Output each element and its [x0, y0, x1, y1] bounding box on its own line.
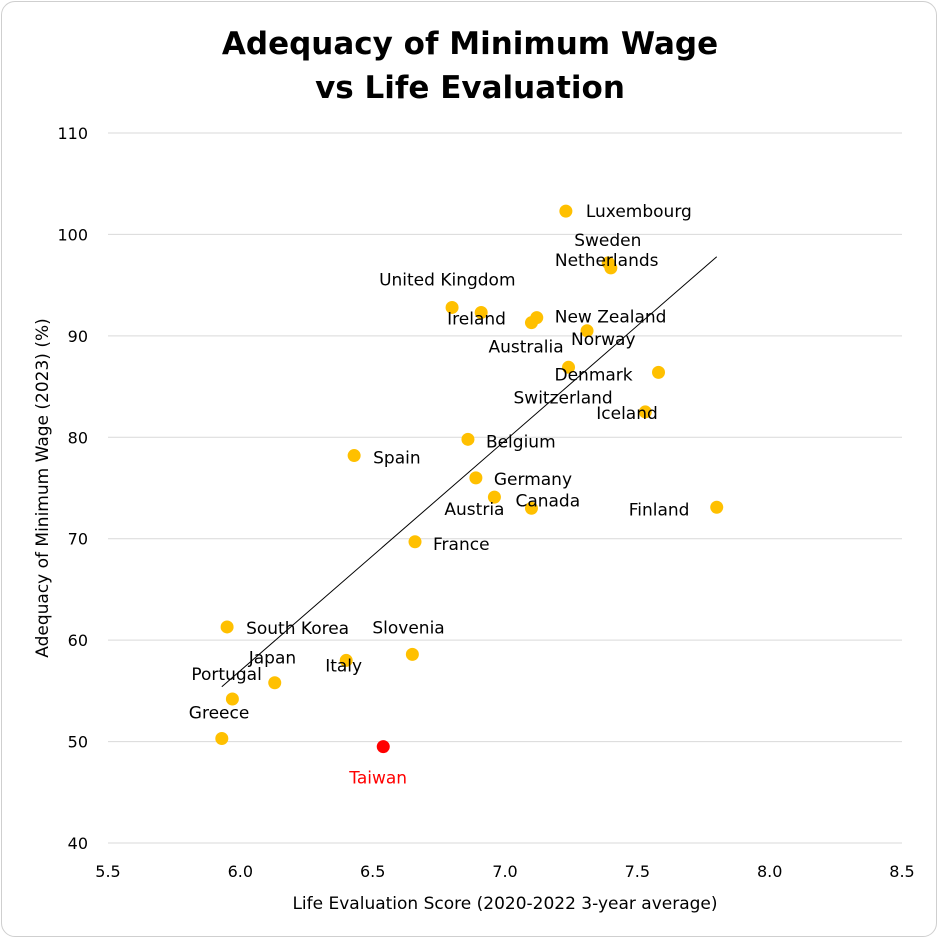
- data-label-slovenia: Slovenia: [372, 618, 444, 638]
- data-point-austria: [487, 490, 501, 504]
- data-label-australia: Australia: [488, 338, 563, 358]
- y-tick-label: 110: [57, 124, 88, 143]
- y-tick-label: 40: [68, 834, 88, 853]
- y-tick-label: 50: [68, 733, 88, 752]
- data-point-denmark: [652, 365, 666, 379]
- x-tick-label: 8.5: [889, 862, 914, 881]
- y-axis-label: Adequacy of Minimum Wage (2023) (%): [33, 318, 53, 658]
- y-tick-label: 90: [68, 327, 88, 346]
- data-point-spain: [347, 449, 361, 463]
- data-label-norway: Norway: [571, 330, 636, 350]
- data-point-luxembourg: [559, 204, 573, 218]
- data-point-greece: [215, 732, 229, 746]
- data-point-south-korea: [220, 620, 234, 634]
- chart-title-line-2: vs Life Evaluation: [315, 70, 625, 106]
- data-point-iceland: [638, 405, 652, 419]
- data-point-portugal: [225, 692, 239, 706]
- data-point-germany: [469, 471, 483, 485]
- data-point-norway: [580, 324, 594, 338]
- data-label-belgium: Belgium: [486, 432, 556, 452]
- data-label-luxembourg: Luxembourg: [586, 202, 692, 222]
- x-axis-ticks: 5.5 6.0 6.5 7.0 7.5 8.0 8.5: [95, 862, 914, 881]
- chart-title: Adequacy of Minimum Wage vs Life Evaluat…: [0, 22, 940, 110]
- x-tick-label: 7.5: [625, 862, 650, 881]
- data-label-spain: Spain: [373, 449, 421, 469]
- data-label-netherlands: Netherlands: [555, 251, 659, 271]
- data-label-finland: Finland: [629, 500, 690, 520]
- data-point-united-kingdom: [445, 300, 459, 314]
- data-point-belgium: [461, 432, 475, 446]
- data-point-australia: [524, 316, 538, 330]
- data-label-taiwan: Taiwan: [348, 769, 407, 789]
- x-tick-label: 5.5: [95, 862, 120, 881]
- data-label-denmark: Denmark: [555, 365, 633, 385]
- x-tick-label: 7.0: [492, 862, 517, 881]
- x-axis-label: Life Evaluation Score (2020-2022 3-year …: [292, 894, 717, 914]
- data-points: [215, 204, 724, 754]
- data-label-portugal: Portugal: [191, 665, 261, 685]
- data-point-taiwan: [376, 740, 390, 754]
- data-point-italy: [339, 653, 353, 667]
- data-label-iceland: Iceland: [596, 404, 658, 424]
- data-point-slovenia: [405, 647, 419, 661]
- trendline-layer: [221, 256, 718, 688]
- y-tick-label: 70: [68, 530, 88, 549]
- data-point-finland: [710, 500, 724, 514]
- data-label-ireland: Ireland: [447, 310, 506, 330]
- data-label-canada: Canada: [515, 491, 580, 511]
- data-label-united-kingdom: United Kingdom: [379, 270, 515, 290]
- data-point-france: [408, 535, 422, 549]
- y-axis-ticks: 40 50 60 70 80 90 100 110: [57, 124, 88, 853]
- data-label-austria: Austria: [444, 500, 504, 520]
- data-label-switzerland: Switzerland: [514, 388, 613, 408]
- data-label-germany: Germany: [494, 470, 572, 490]
- y-tick-label: 60: [68, 631, 88, 650]
- data-label-greece: Greece: [189, 704, 250, 724]
- y-tick-label: 80: [68, 428, 88, 447]
- data-label-new-zealand: New Zealand: [555, 308, 667, 328]
- data-point-japan: [268, 676, 282, 690]
- x-tick-label: 6.5: [360, 862, 385, 881]
- trendline: [221, 256, 718, 688]
- data-label-south-korea: South Korea: [246, 619, 349, 639]
- data-label-france: France: [433, 535, 490, 555]
- data-point-switzerland: [562, 360, 576, 374]
- grid-lines: [108, 132, 902, 844]
- data-point-canada: [524, 501, 538, 515]
- x-tick-label: 8.0: [757, 862, 782, 881]
- data-point-ireland: [474, 306, 488, 320]
- data-label-japan: Japan: [248, 649, 296, 669]
- data-label-sweden: Sweden: [574, 231, 641, 251]
- y-tick-label: 100: [57, 225, 88, 244]
- x-tick-label: 6.0: [228, 862, 253, 881]
- data-point-netherlands: [604, 261, 618, 275]
- data-label-italy: Italy: [325, 656, 362, 676]
- chart-title-line-1: Adequacy of Minimum Wage: [221, 26, 719, 62]
